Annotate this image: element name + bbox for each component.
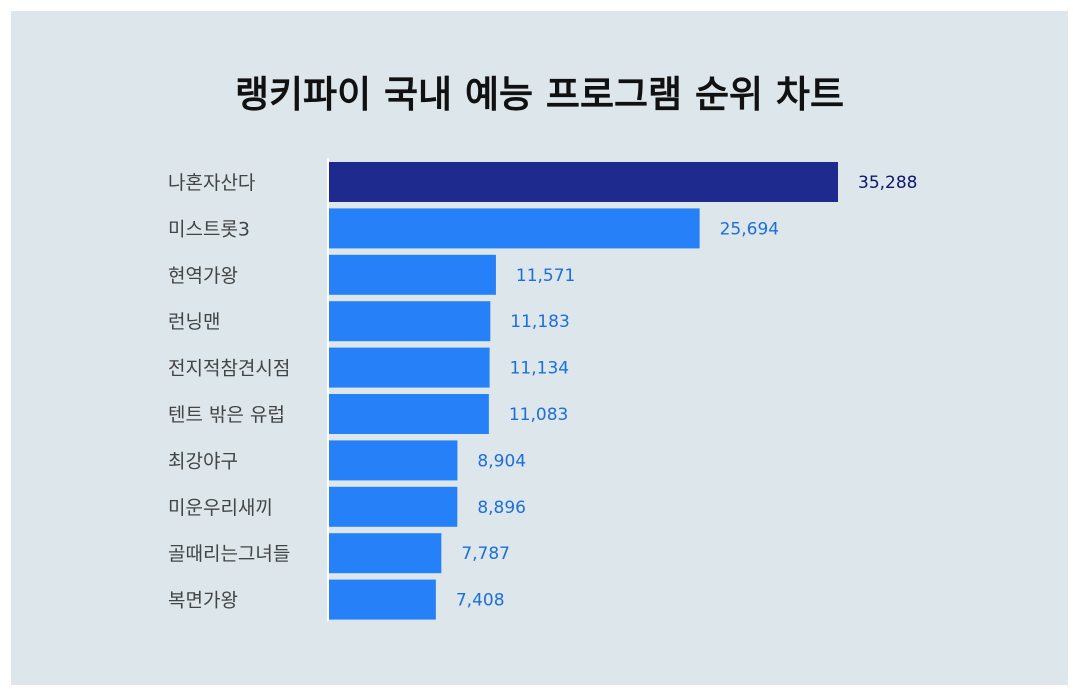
category-label: 나혼자산다 <box>168 172 255 194</box>
bar <box>329 254 496 295</box>
chart-title: 랭키파이 국내 예능 프로그램 순위 차트 <box>234 73 845 116</box>
value-label: 7,408 <box>456 591 505 611</box>
value-label: 7,787 <box>461 544 510 564</box>
bar <box>329 394 489 434</box>
bar <box>329 486 458 527</box>
category-label: 런닝맨 <box>168 311 220 333</box>
bar <box>329 208 700 249</box>
value-label: 11,183 <box>510 312 569 332</box>
bar <box>329 347 490 388</box>
bar <box>329 440 458 481</box>
labels-layer: 나혼자산다 35,288 미스트롯3 25,694 현역가왕 11,571 런닝맨 11,18… <box>168 172 917 612</box>
category-label: 현역가왕 <box>168 265 238 287</box>
value-label: 11,571 <box>516 266 575 286</box>
bar <box>329 301 491 342</box>
value-label: 8,896 <box>477 498 526 518</box>
bar <box>329 533 442 574</box>
chart-background <box>11 11 1068 685</box>
value-label: 8,904 <box>477 451 526 471</box>
category-label: 최강야구 <box>168 450 238 472</box>
value-label: 11,134 <box>510 359 569 379</box>
category-label: 복면가왕 <box>168 590 238 612</box>
bar <box>329 579 436 620</box>
category-label: 전지적참견시점 <box>168 358 290 380</box>
value-label: 11,083 <box>509 405 568 425</box>
category-label: 텐트 밖은 유럽 <box>168 404 285 426</box>
category-label: 미운우리새끼 <box>168 497 273 519</box>
value-label: 35,288 <box>858 173 917 193</box>
bar <box>329 162 838 202</box>
value-label: 25,694 <box>720 219 779 239</box>
category-label: 골때리는그녀들 <box>168 543 290 565</box>
bars-layer <box>329 162 838 620</box>
category-label: 미스트롯3 <box>168 218 250 240</box>
